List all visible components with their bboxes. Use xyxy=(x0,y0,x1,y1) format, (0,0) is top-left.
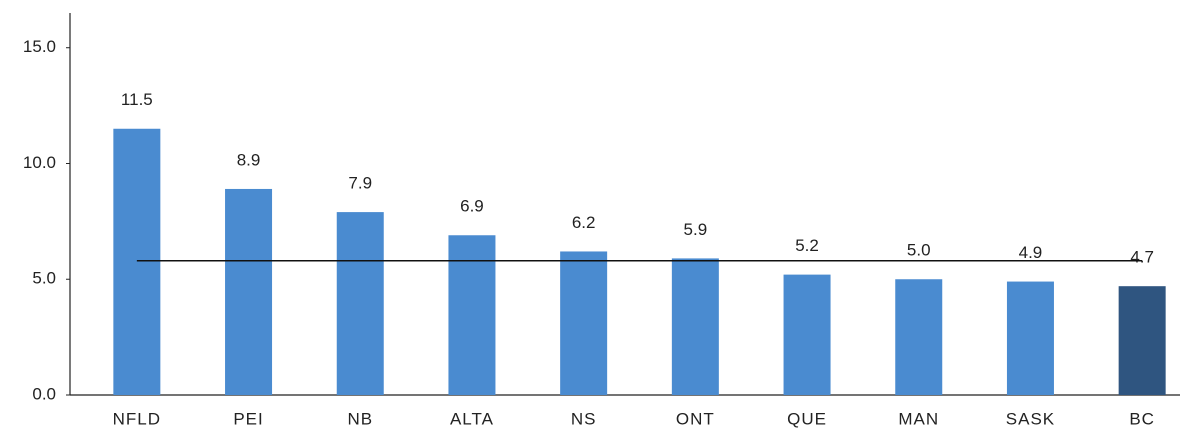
x-tick-label: NFLD xyxy=(113,409,161,428)
x-tick-label: SASK xyxy=(1006,409,1055,428)
x-tick-label: MAN xyxy=(898,409,939,428)
data-label: 8.9 xyxy=(237,150,261,169)
x-tick-label: NB xyxy=(347,409,373,428)
x-tick-label: QUE xyxy=(787,409,827,428)
y-tick-label: 15.0 xyxy=(23,37,56,56)
bar xyxy=(1006,281,1054,395)
x-tick-label: ALTA xyxy=(450,409,494,428)
data-label: 5.9 xyxy=(684,220,708,239)
data-label: 6.2 xyxy=(572,213,596,232)
data-label: 6.9 xyxy=(460,197,484,216)
bar xyxy=(225,188,273,395)
x-tick-label: PEI xyxy=(233,409,263,428)
bar xyxy=(783,274,831,395)
data-label: 4.7 xyxy=(1130,248,1154,267)
data-label: 5.2 xyxy=(795,236,819,255)
bar xyxy=(671,258,719,395)
x-tick-label: NS xyxy=(571,409,597,428)
data-label: 7.9 xyxy=(348,174,372,193)
y-tick-label: 0.0 xyxy=(32,384,56,403)
bar xyxy=(895,279,943,395)
bar xyxy=(448,235,496,395)
x-tick-label: BC xyxy=(1129,409,1155,428)
data-label: 5.0 xyxy=(907,241,931,260)
data-label: 11.5 xyxy=(121,90,153,109)
y-tick-label: 5.0 xyxy=(32,269,56,288)
bar xyxy=(336,212,384,395)
bar xyxy=(113,128,161,395)
y-tick-label: 10.0 xyxy=(23,153,56,172)
bar xyxy=(560,251,608,395)
bar xyxy=(1118,286,1166,395)
x-tick-label: ONT xyxy=(676,409,715,428)
data-label: 4.9 xyxy=(1019,243,1043,262)
